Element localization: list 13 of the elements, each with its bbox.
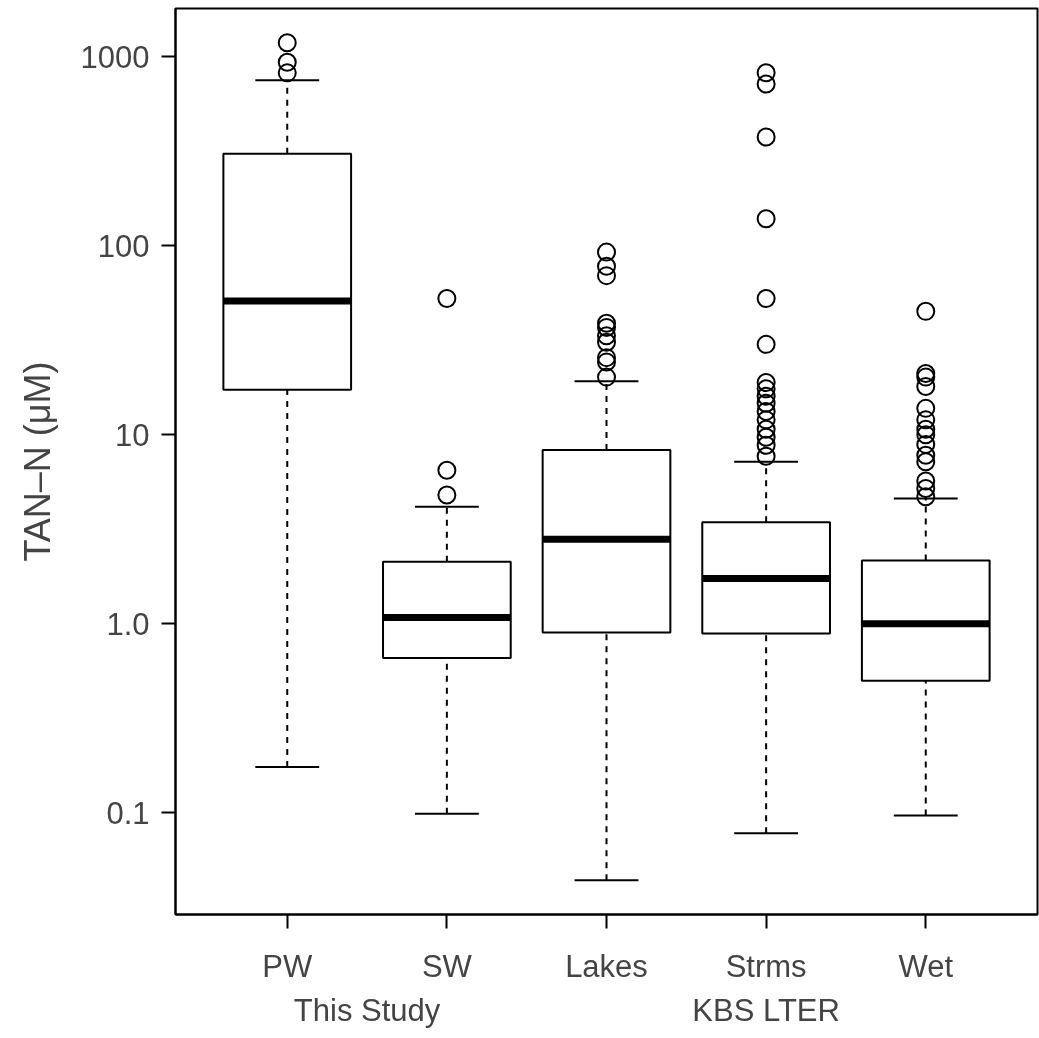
text: This Study (293, 992, 441, 1028)
y-tick-label: 100 (97, 228, 150, 264)
x-tick-label: Wet (898, 948, 954, 984)
y-tick-label: 1.0 (106, 606, 150, 642)
y-axis-title: TAN–N (μM) (16, 361, 58, 562)
x-tick-label: Strms (725, 948, 807, 984)
y-tick-label: 10 (115, 417, 150, 453)
x-tick-label: PW (262, 948, 313, 984)
y-tick-label: 1000 (80, 39, 150, 75)
y-tick-label: 0.1 (106, 795, 150, 831)
x-tick-label: SW (421, 948, 473, 984)
text: KBS LTER (692, 992, 840, 1028)
x-tick-label: Lakes (565, 948, 648, 984)
